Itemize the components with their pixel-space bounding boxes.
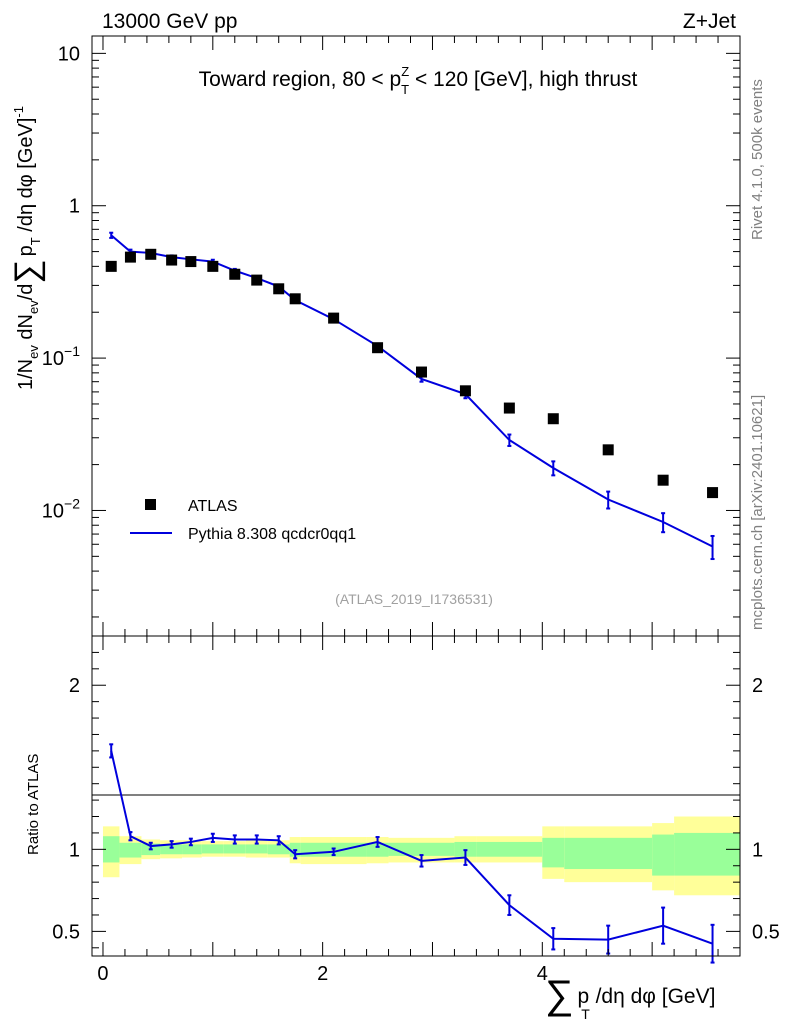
y-tick-label-exponent: −2 [64, 495, 80, 511]
title-text: Toward region, 80 < p [199, 68, 402, 91]
ratio-uncertainty-bands [102, 816, 740, 896]
ratio-panel: 0.5 0.5 1 1 2 2 0 2 4 Ratio to ATLAS ∑ p T /dη dφ… [25, 635, 780, 1022]
stat-band [223, 844, 246, 854]
ylabel-text: /dη dφ [GeV] [15, 118, 37, 238]
legend-label-atlas: ATLAS [188, 498, 238, 515]
data-marker [657, 474, 669, 486]
stat-band [476, 841, 543, 857]
data-marker [251, 274, 263, 286]
y-tick-label: 10 [58, 43, 80, 65]
xlabel-sum-symbol: ∑ [545, 973, 574, 1017]
title-superscript: Z [401, 64, 409, 79]
data-marker [166, 254, 178, 266]
ylabel-sum-symbol: ∑ [8, 259, 46, 283]
main-axis-ticks [92, 36, 741, 636]
data-marker [459, 385, 471, 397]
mcplots-label: mcplots.cern.ch [arXiv:2401.10621] [749, 395, 766, 630]
ratio-y-tick-label-right: 2 [752, 675, 763, 697]
rivet-version-label: Rivet 4.1.0, 500k events [749, 79, 766, 240]
data-marker [289, 293, 301, 305]
x-axis-label: ∑ p T /dη dφ [GeV] [545, 973, 715, 1022]
ylabel-text: dN [15, 314, 37, 345]
legend-label-pythia: Pythia 8.308 qcdcr0qq1 [188, 526, 356, 543]
stat-band [388, 842, 455, 856]
main-y-axis-label: 1/Nev dNev/d∑pT /dη dφ [GeV]-1 [8, 106, 46, 390]
x-tick-label: 0 [97, 963, 108, 985]
ratio-axis-ticks [92, 636, 741, 956]
stat-band [245, 844, 268, 854]
ylabel-subscript: T [28, 237, 43, 245]
y-tick-label: 10−1 [42, 343, 80, 370]
ratio-y-tick-label-left: 0.5 [52, 921, 80, 943]
legend: ATLAS Pythia 8.308 qcdcr0qq1 [130, 498, 356, 543]
ratio-plot-frame [91, 635, 741, 957]
x-tick-label: 4 [537, 963, 548, 985]
y-tick-label: 1 [69, 196, 80, 218]
ratio-y-tick-label-right: 0.5 [752, 921, 780, 943]
ylabel-subscript: ev [26, 300, 41, 314]
ylabel-text: /d [15, 284, 37, 301]
title-subscript: T [401, 82, 409, 97]
ylabel-text: p [15, 245, 37, 256]
y-tick-label: 10−2 [42, 495, 80, 522]
data-marker [229, 268, 241, 280]
data-marker [547, 413, 559, 425]
main-data-marks [105, 231, 719, 561]
stat-band [542, 837, 565, 868]
ylabel-subscript: ev [26, 345, 41, 359]
y-tick-label-base: 10 [42, 348, 64, 370]
ylabel-text: 1/N [15, 359, 37, 390]
stat-band [267, 844, 290, 855]
analysis-watermark: (ATLAS_2019_I1736531) [335, 591, 493, 607]
data-marker [145, 248, 157, 260]
ratio-y-tick-label-right: 1 [752, 839, 763, 861]
xlabel-subscript: T [581, 1006, 590, 1022]
data-marker [185, 256, 197, 268]
ratio-y-tick-label-left: 2 [69, 675, 80, 697]
title-text: < 120 [GeV], high thrust [409, 68, 637, 91]
chart-title: Toward region, 80 < pZ T < 120 [GeV], hig… [199, 64, 638, 97]
data-marker [415, 366, 427, 378]
x-tick-label: 2 [317, 963, 328, 985]
x-tick-labels: 0 2 4 [97, 963, 547, 985]
stat-band [182, 844, 202, 855]
data-marker [328, 312, 340, 324]
x-axis-label-text: ∑ p T /dη dφ [GeV] [545, 973, 715, 1022]
xlabel-text: p [578, 985, 590, 1008]
ratio-y-tick-label-left: 1 [69, 839, 80, 861]
y-tick-label-exponent: −1 [64, 343, 80, 359]
stat-band [366, 842, 389, 857]
legend-marker-atlas [145, 499, 156, 510]
collision-label: 13000 GeV pp [102, 10, 237, 33]
stat-band [564, 837, 653, 870]
data-marker [602, 444, 614, 456]
data-marker [105, 260, 117, 272]
ratio-y-axis-label: Ratio to ATLAS [25, 754, 42, 855]
stat-band [160, 844, 183, 855]
data-marker [503, 402, 515, 414]
data-marker [273, 283, 285, 295]
stat-band [201, 844, 224, 854]
data-marker [707, 487, 719, 499]
ratio-y-tick-labels: 0.5 0.5 1 1 2 2 [52, 675, 780, 943]
y-tick-label-base: 10 [42, 500, 64, 522]
stat-band [102, 836, 120, 863]
main-plot-frame [91, 35, 741, 637]
stat-band [674, 832, 740, 876]
data-marker [124, 251, 136, 263]
data-marker [207, 260, 219, 272]
ylabel-superscript: -1 [11, 106, 26, 118]
stat-band [652, 834, 675, 876]
process-label: Z+Jet [683, 10, 736, 33]
data-marker [372, 342, 384, 354]
xlabel-text: /dη dφ [GeV] [590, 985, 716, 1008]
stat-band [119, 842, 142, 858]
